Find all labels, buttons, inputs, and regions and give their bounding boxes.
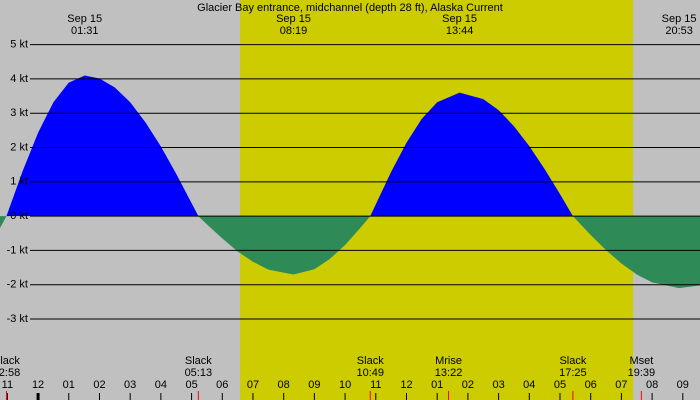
event-label: Mset — [629, 355, 653, 367]
x-tick-label: 04 — [155, 379, 167, 391]
x-tick-label: 09 — [308, 379, 320, 391]
event-time: 19:39 — [628, 367, 656, 379]
x-tick-label: 05 — [185, 379, 197, 391]
x-tick-label: 06 — [585, 379, 597, 391]
x-tick-label: 02 — [462, 379, 474, 391]
x-tick-label: 09 — [677, 379, 689, 391]
event-label: Slack — [357, 355, 384, 367]
y-tick-label: 5 kt — [10, 39, 28, 51]
ebb-area — [0, 216, 700, 289]
y-tick-label: -1 kt — [7, 244, 28, 256]
event-time: 08:19 — [280, 25, 308, 37]
event-date: Sep 15 — [662, 13, 697, 25]
x-tick-label: 07 — [615, 379, 627, 391]
y-tick-label: -3 kt — [7, 313, 28, 325]
x-tick-label: 02 — [93, 379, 105, 391]
x-tick-label: 03 — [492, 379, 504, 391]
event-time: 10:49 — [356, 367, 384, 379]
event-date: Sep 15 — [442, 13, 477, 25]
y-tick-label: 1 kt — [10, 176, 28, 188]
x-tick-label: 08 — [278, 379, 290, 391]
x-tick-label: 11 — [370, 379, 381, 391]
event-time: 13:44 — [446, 25, 474, 37]
x-tick-label: 12 — [400, 379, 412, 391]
x-tick-label: 07 — [247, 379, 259, 391]
x-tick-label: 01 — [431, 379, 443, 391]
event-time: 20:53 — [665, 25, 693, 37]
event-label: Mrise — [435, 355, 462, 367]
x-tick-label: 10 — [339, 379, 351, 391]
y-tick-label: 3 kt — [10, 107, 28, 119]
event-label: Slack — [0, 355, 20, 367]
event-label: Slack — [185, 355, 212, 367]
x-tick-label: 06 — [216, 379, 228, 391]
event-time: 13:22 — [435, 367, 463, 379]
chart-title: Glacier Bay entrance, midchannel (depth … — [197, 2, 503, 14]
event-time: 05:13 — [185, 367, 213, 379]
y-tick-label: 4 kt — [10, 73, 28, 85]
event-date: Sep 15 — [67, 13, 102, 25]
x-tick-label: 11 — [2, 379, 13, 391]
flood-area — [6, 75, 573, 217]
x-tick-label: 12 — [32, 379, 44, 391]
x-tick-label: 03 — [124, 379, 136, 391]
event-time: 17:25 — [559, 367, 587, 379]
x-tick-label: 04 — [523, 379, 535, 391]
event-time: 22:58 — [0, 367, 20, 379]
y-tick-label: -2 kt — [7, 279, 28, 291]
x-tick-label: 08 — [646, 379, 658, 391]
event-date: Sep 15 — [276, 13, 311, 25]
event-label: Slack — [559, 355, 586, 367]
y-tick-label: 0 kt — [10, 210, 28, 222]
y-tick-label: 2 kt — [10, 141, 28, 153]
x-tick-label: 01 — [63, 379, 75, 391]
x-tick-label: 05 — [554, 379, 566, 391]
event-time: 01:31 — [71, 25, 99, 37]
